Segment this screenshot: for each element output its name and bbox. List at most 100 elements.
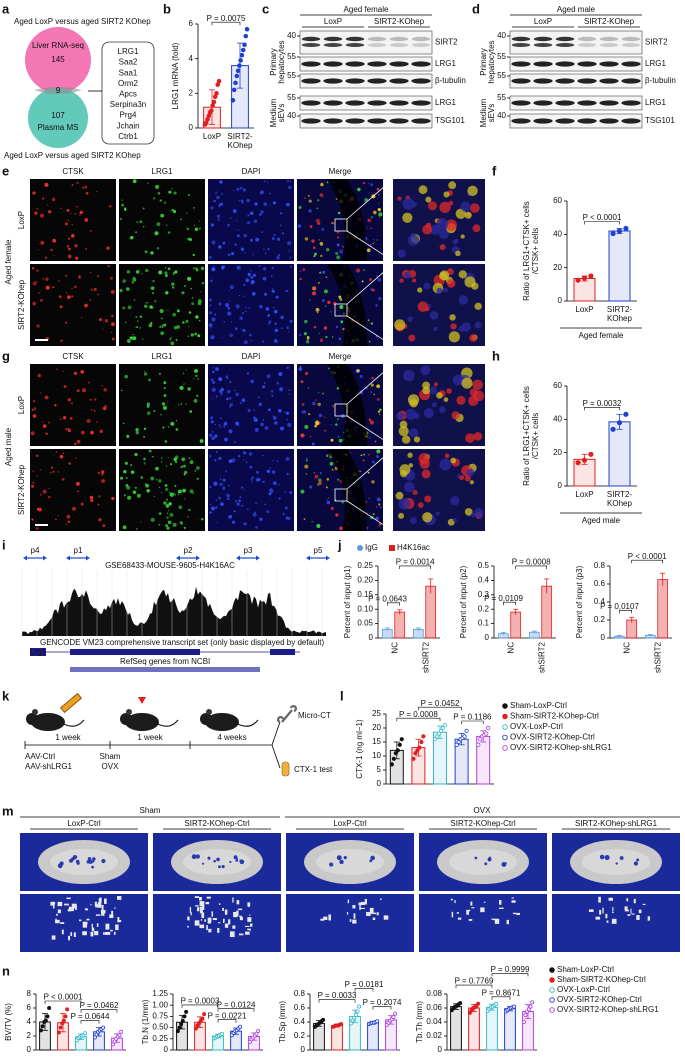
signal [210,206,214,210]
signal [142,207,145,210]
signal [279,388,281,390]
signal [255,477,260,482]
signal [149,305,153,309]
signal [190,287,192,290]
signal [251,476,255,479]
marker-label: 40 [497,31,506,40]
blot-band [599,61,619,67]
signal [326,181,329,184]
signal [249,238,253,242]
significance-bracket [80,1009,118,1013]
signal [252,292,256,296]
signal [289,491,292,494]
x-tick-label: shSIRT2 [538,641,547,673]
signal [439,244,446,251]
signal [167,309,169,311]
trabecula [328,914,332,921]
signal [378,202,380,204]
row-label: SIRT2-KOhep [17,464,26,515]
data-point [395,748,400,753]
signal [74,213,76,215]
signal [235,392,240,397]
x-tick-label: NC [391,642,400,654]
signal [265,294,267,297]
trabecula [612,911,614,913]
signal [250,280,255,285]
signal [36,507,40,511]
y-tick-label: 15 [372,737,381,746]
trabecula [239,916,243,920]
signal [153,495,155,497]
signal [167,510,170,512]
signal [213,199,216,203]
p-value: P = 0.0109 [484,594,523,603]
signal [239,186,243,190]
y-tick-label: 0 [27,1045,32,1054]
trabecula [229,931,235,938]
trabecula [64,903,69,906]
signal [250,211,254,216]
signal [130,464,133,467]
signal [423,408,434,419]
x-tick-label: SIRT2- [607,490,633,499]
signal [161,324,164,327]
bar [510,611,522,639]
signal [459,475,465,481]
signal [262,480,265,484]
signal [376,455,379,458]
signal [236,265,241,270]
signal [32,281,37,286]
outcome-label: CTX-1 test [294,765,333,774]
signal [271,266,274,270]
signal [135,231,137,234]
signal [317,199,320,202]
signal [126,339,131,343]
signal [398,512,405,519]
signal [167,267,171,271]
signal [274,322,277,325]
signal [376,239,378,241]
signal [175,428,179,431]
signal [174,460,178,464]
mouse-tail [237,719,259,727]
signal [409,517,417,525]
signal [304,424,309,430]
data-point [112,1039,117,1044]
signal [194,369,198,373]
signal [266,510,270,514]
blot-strip [509,113,643,129]
signal [165,291,169,295]
trabecula [605,913,608,919]
data-point [442,723,448,728]
signal [219,202,224,206]
blot-band [301,61,321,67]
signal [185,319,189,323]
trabecula [470,901,473,906]
signal [227,307,231,310]
signal [336,230,340,234]
signal [229,300,231,302]
micrograph [208,364,294,446]
signal [71,224,73,226]
trabecula [207,917,212,924]
signal [132,333,134,336]
trabecula [69,858,73,863]
y-tick-label: 0.8 [594,561,606,570]
trabecula [352,919,357,924]
channel-label: Merge [329,167,352,176]
y-tick-label: 2 [189,88,194,97]
signal [242,328,246,333]
signal [89,229,92,232]
signal [198,227,201,230]
blot-band [577,43,597,47]
signal [53,255,55,257]
signal [254,202,258,206]
channel-label: DAPI [242,167,261,176]
y-tick-label: 0.2 [594,615,606,624]
signal [171,188,173,190]
signal [227,253,230,256]
trabecula [59,861,64,866]
data-point [348,1021,353,1026]
signal [264,180,266,183]
band-label: SIRT2 [645,38,668,47]
